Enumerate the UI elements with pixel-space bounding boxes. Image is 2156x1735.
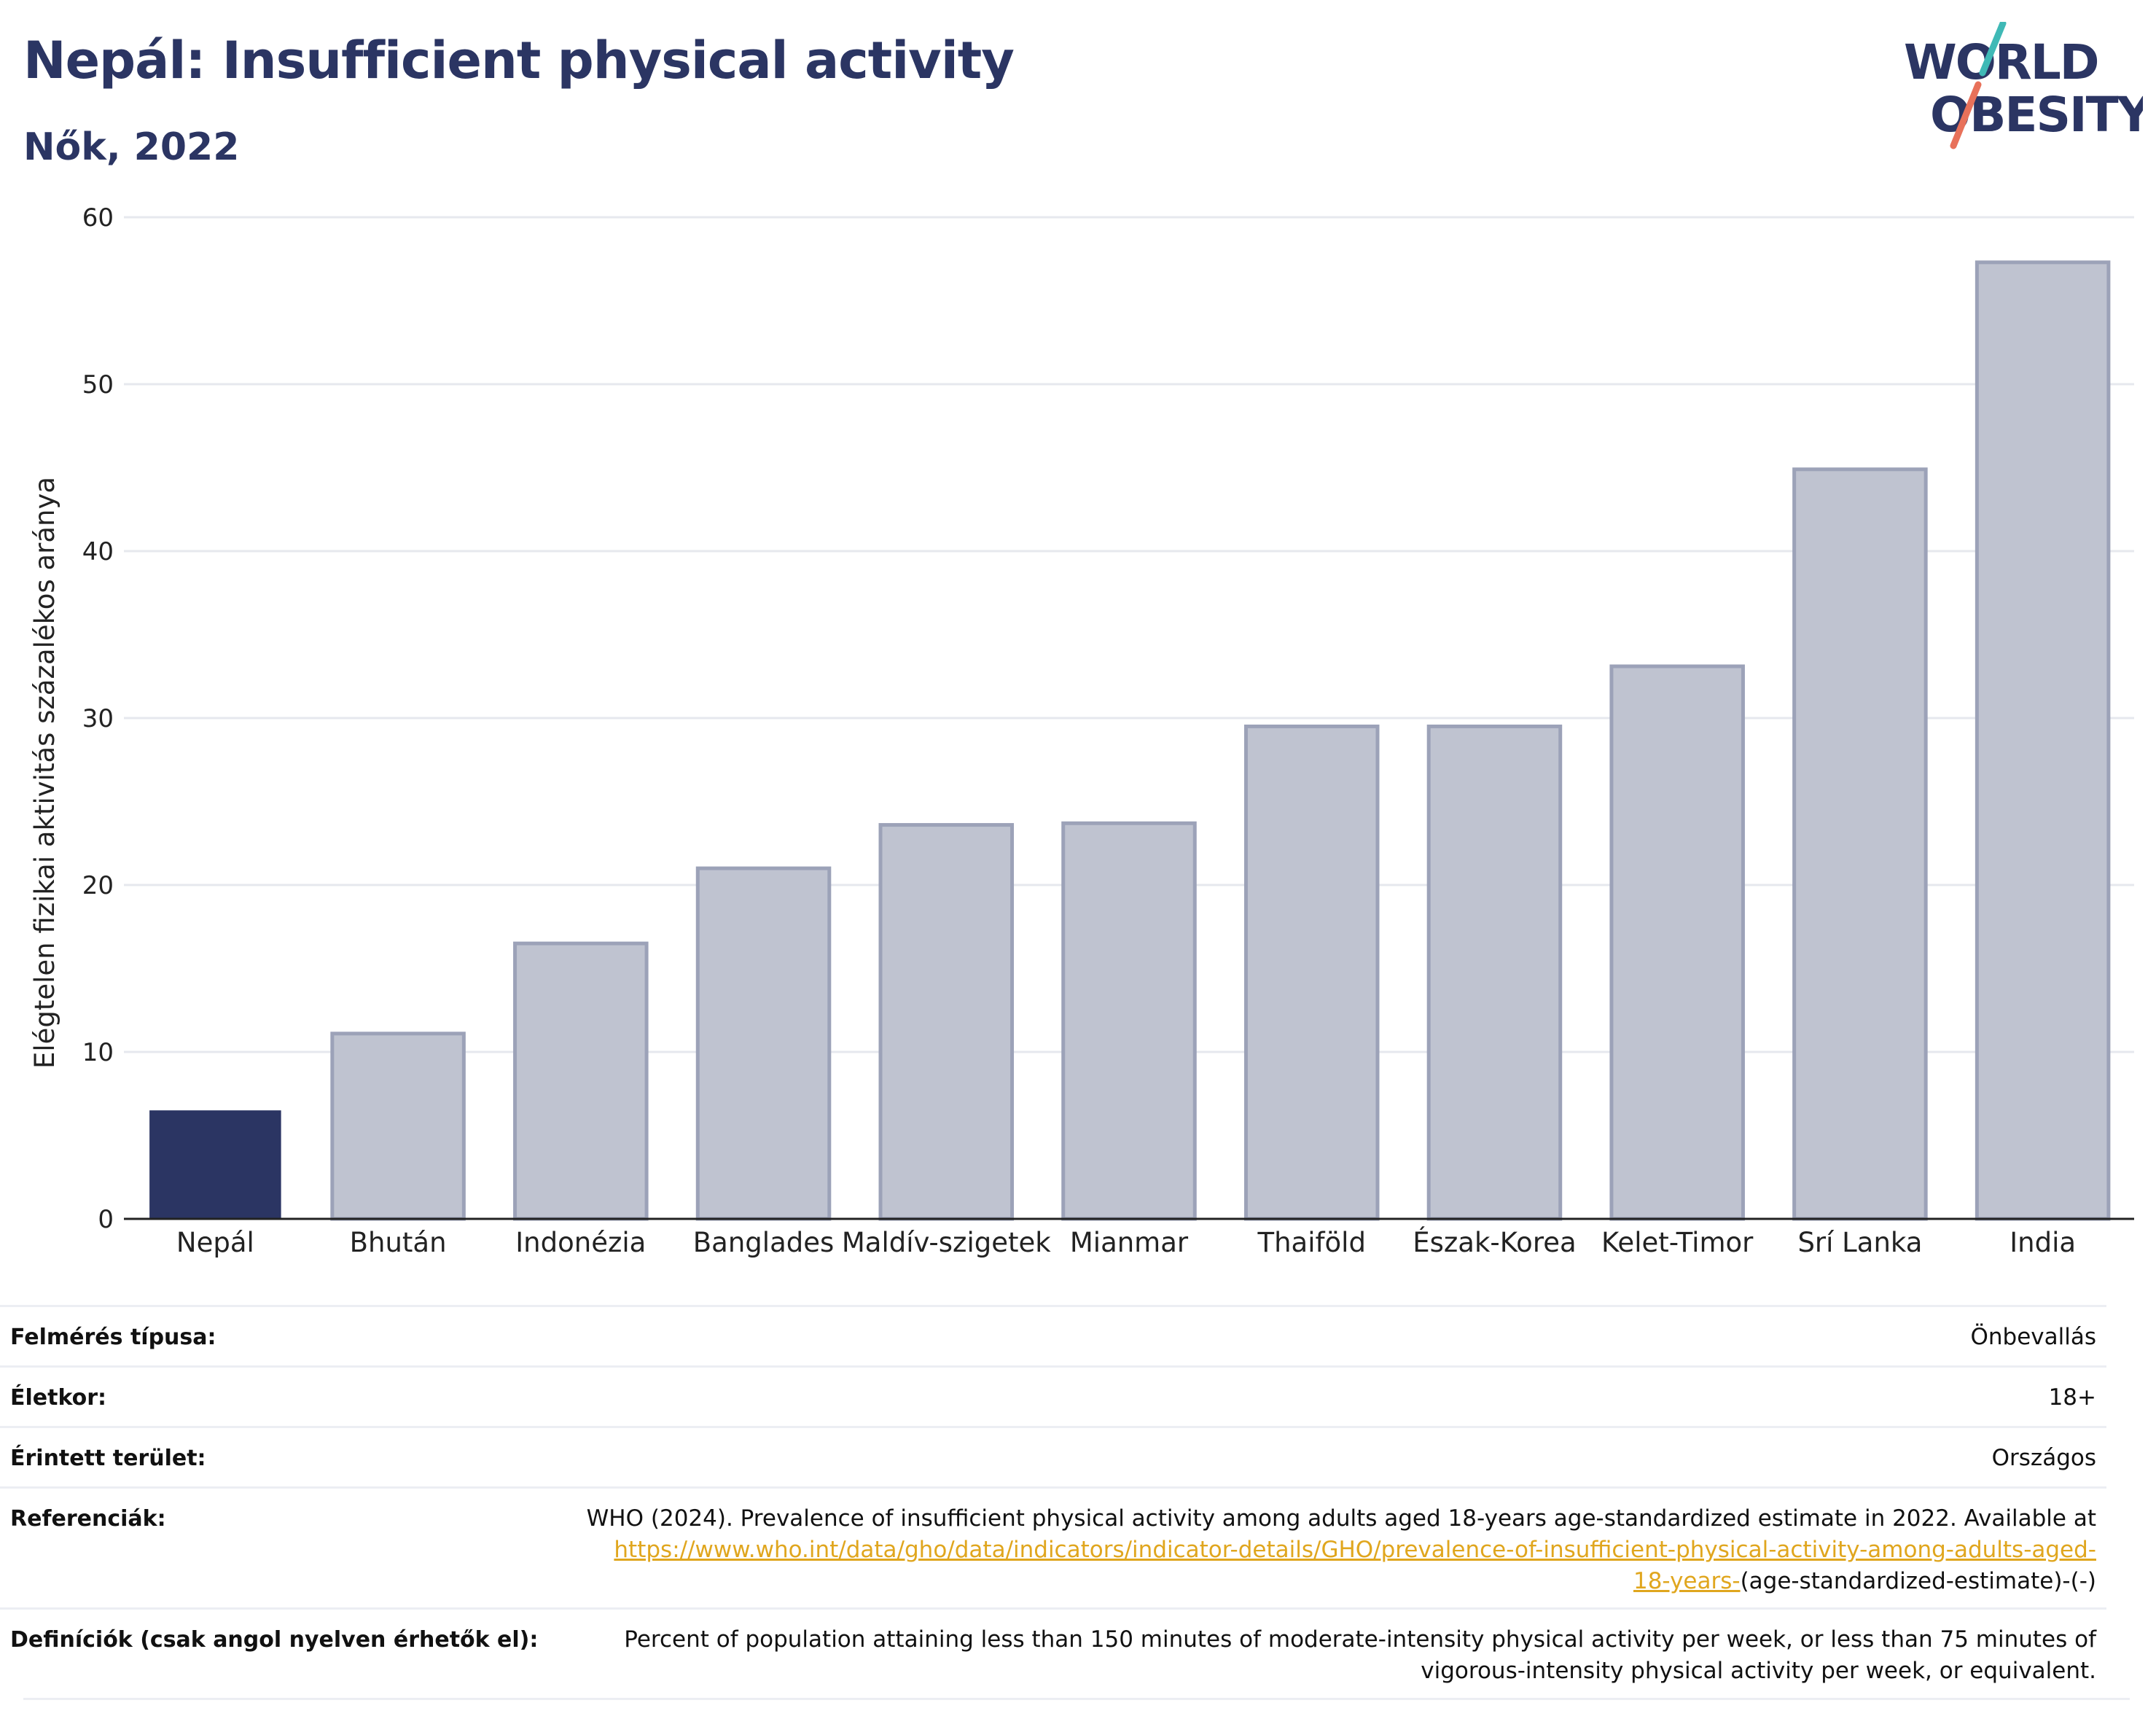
y-tick-label: 10: [82, 1038, 114, 1067]
x-tick-label: Mianmar: [1070, 1227, 1189, 1258]
logo-slash-top: [1979, 22, 2007, 77]
bar-10: [1975, 260, 2111, 1221]
x-tick-label: Indonézia: [515, 1227, 646, 1258]
page-title: Nepál: Insufficient physical activity: [23, 31, 1015, 90]
meta-key: Felmérés típusa:: [10, 1325, 216, 1350]
x-tick-label: India: [2009, 1227, 2076, 1258]
x-tick-label: Maldív-szigetek: [842, 1227, 1051, 1258]
x-tick-label: Bhután: [350, 1227, 447, 1258]
x-tick-labels: Nepál Bhután Indonézia Banglades Maldív-szig…: [176, 1226, 2076, 1258]
references-link[interactable]: https://www.who.int/data/gho/data/indica…: [614, 1537, 2096, 1563]
references-line1: WHO (2024). Prevalence of insufficient p…: [586, 1505, 2096, 1532]
bar-1: [330, 1032, 466, 1221]
meta-key: Életkor:: [10, 1385, 107, 1411]
world-obesity-logo: WORLD OBESITY: [1904, 22, 2143, 149]
x-tick-label: Srí Lanka: [1797, 1227, 1922, 1258]
definitions-text: Percent of population attaining less tha…: [624, 1624, 2096, 1687]
meta-value: Országos: [1991, 1445, 2096, 1471]
x-tick-label: Nepál: [176, 1227, 254, 1258]
x-tick-label: Észak-Korea: [1413, 1226, 1576, 1258]
meta-row-area: Érintett terület: Országos: [0, 1426, 2106, 1489]
y-tick-label: 30: [82, 704, 114, 733]
bar-0: [149, 1110, 281, 1219]
bar-7: [1426, 724, 1563, 1221]
meta-key: Érintett terület:: [10, 1446, 206, 1471]
bar-layer: [149, 260, 2111, 1221]
bar-chart: 0 10 20 30 40 50 60 Nepál Bhután Indonézia Bangla…: [29, 203, 2134, 1258]
meta-row-survey-type: Felmérés típusa: Önbevallás: [0, 1305, 2106, 1368]
meta-row-definitions: Definíciók (csak angol nyelven érhetők e…: [0, 1607, 2106, 1700]
meta-row-age: Életkor: 18+: [0, 1365, 2106, 1428]
bar-9: [1792, 467, 1928, 1221]
table-bottom-border: [23, 1698, 2130, 1700]
y-tick-label: 20: [82, 871, 114, 900]
x-tick-label: Thaiföld: [1257, 1227, 1366, 1258]
meta-key: Referenciák:: [10, 1506, 166, 1532]
y-tick-label: 50: [82, 370, 114, 399]
logo-slash-bottom: [1950, 81, 1982, 149]
bar-2: [513, 941, 649, 1221]
page-subtitle: Nők, 2022: [23, 125, 240, 169]
meta-key: Definíciók (csak angol nyelven érhetők e…: [10, 1627, 539, 1653]
meta-value: 18+: [2048, 1384, 2096, 1411]
references-line3-tail: (age-standardized-estimate)-(-): [1740, 1568, 2096, 1594]
references-link-end[interactable]: 18-years-: [1633, 1568, 1741, 1594]
bar-5: [1061, 821, 1197, 1221]
y-axis-label: Elégtelen fizikai aktivitás százalékos a…: [29, 477, 60, 1069]
bar-6: [1243, 724, 1380, 1221]
definitions-line1: Percent of population attaining less tha…: [624, 1626, 2096, 1653]
bar-3: [695, 866, 832, 1221]
meta-value: Önbevallás: [1970, 1324, 2096, 1350]
meta-row-references: Referenciák: WHO (2024). Prevalence of i…: [0, 1486, 2106, 1610]
references-text: WHO (2024). Prevalence of insufficient p…: [587, 1503, 2096, 1597]
bar-8: [1609, 664, 1745, 1221]
y-tick-labels: 0 10 20 30 40 50 60: [82, 203, 114, 1234]
definitions-line2: vigorous-intensity physical activity per…: [1421, 1658, 2096, 1684]
y-tick-label: 0: [98, 1205, 114, 1234]
bar-4: [878, 823, 1015, 1221]
x-tick-label: Banglades: [693, 1227, 834, 1258]
x-tick-label: Kelet-Timor: [1601, 1227, 1754, 1258]
logo-line1: WORLD: [1904, 34, 2098, 90]
y-tick-label: 40: [82, 537, 114, 566]
y-tick-label: 60: [82, 203, 114, 233]
